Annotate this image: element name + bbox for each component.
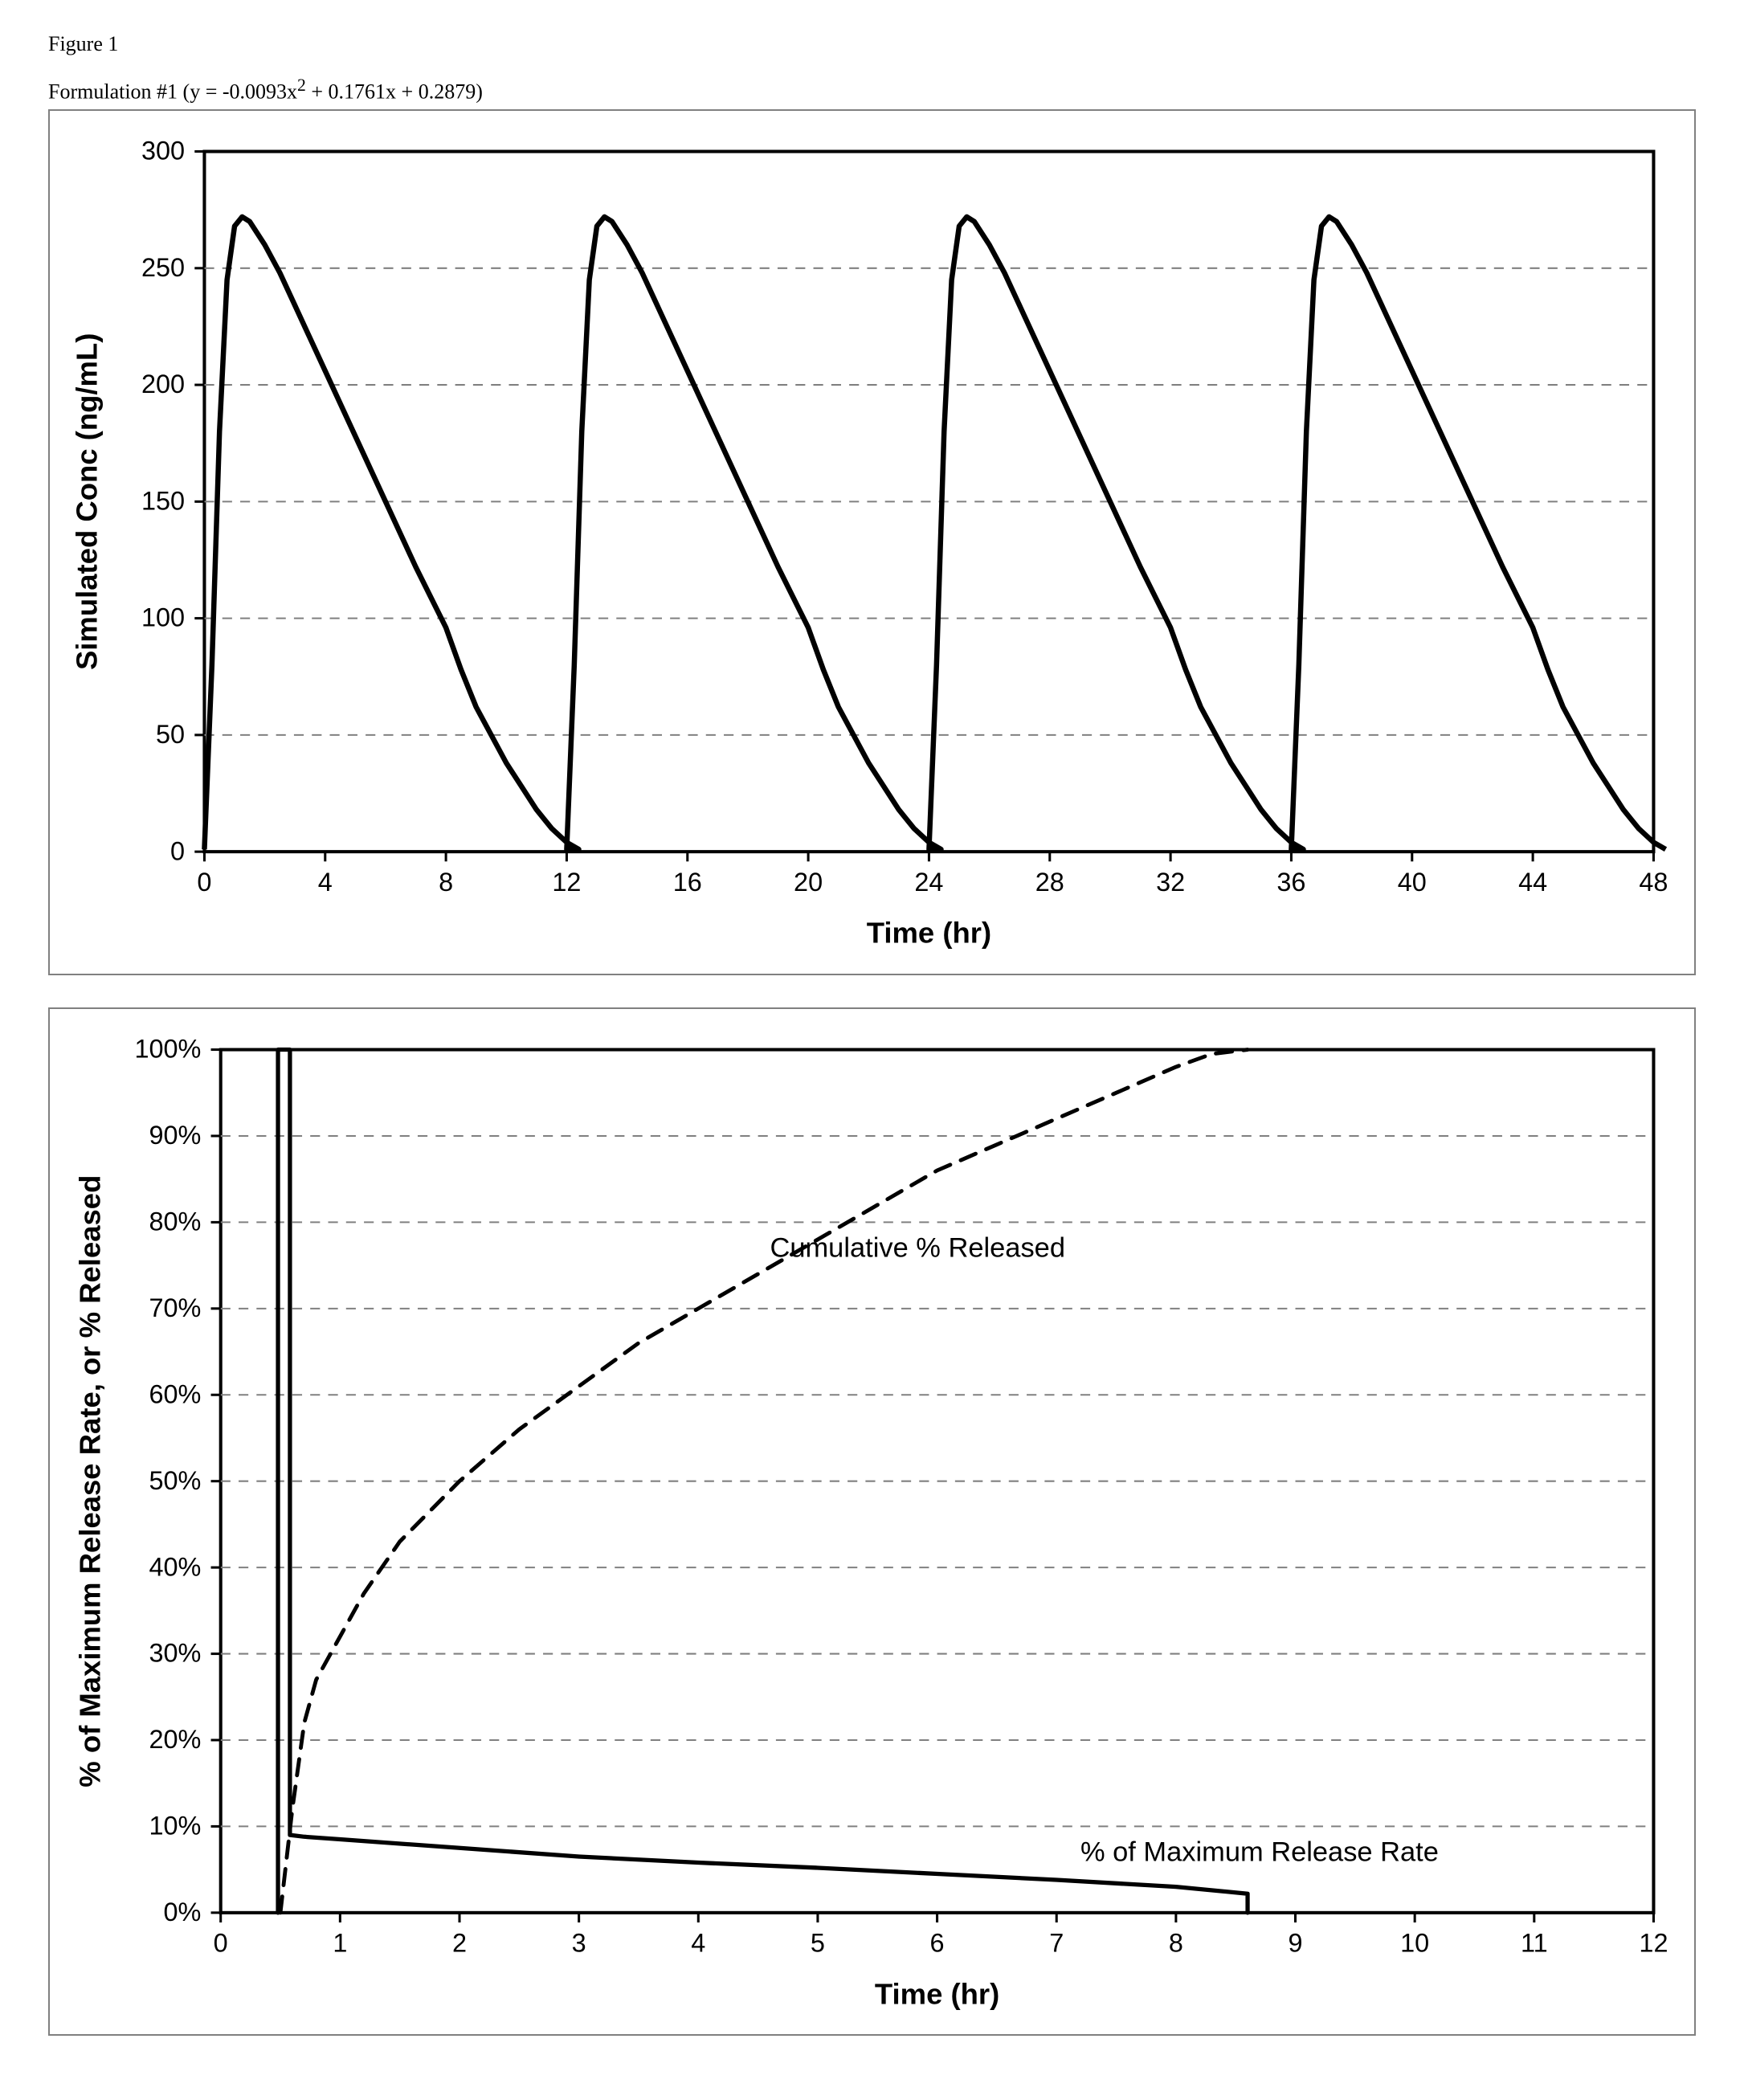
svg-text:12: 12: [552, 867, 581, 896]
figure-label: Figure 1: [48, 32, 1696, 56]
svg-text:0%: 0%: [164, 1898, 202, 1926]
svg-text:7: 7: [1049, 1928, 1064, 1957]
svg-text:0: 0: [170, 836, 185, 865]
svg-text:44: 44: [1518, 867, 1547, 896]
svg-text:60%: 60%: [149, 1379, 201, 1408]
svg-text:20%: 20%: [149, 1725, 201, 1754]
svg-text:8: 8: [1169, 1928, 1183, 1957]
subtitle-suffix: + 0.1761x + 0.2879): [306, 80, 483, 104]
svg-text:12: 12: [1639, 1928, 1668, 1957]
svg-text:10: 10: [1400, 1928, 1429, 1957]
svg-text:70%: 70%: [149, 1293, 201, 1322]
svg-text:8: 8: [439, 867, 453, 896]
svg-text:40: 40: [1398, 867, 1427, 896]
subtitle-superscript: 2: [297, 76, 306, 95]
svg-text:50: 50: [156, 720, 185, 749]
svg-text:150: 150: [141, 486, 185, 515]
svg-text:16: 16: [673, 867, 702, 896]
chart1-frame: 0501001502002503000481216202428323640444…: [48, 109, 1696, 975]
svg-text:10%: 10%: [149, 1811, 201, 1840]
svg-text:36: 36: [1276, 867, 1305, 896]
svg-text:0: 0: [214, 1928, 228, 1957]
svg-text:80%: 80%: [149, 1207, 201, 1236]
svg-text:9: 9: [1288, 1928, 1302, 1957]
svg-text:Cumulative % Released: Cumulative % Released: [770, 1232, 1065, 1263]
svg-text:100: 100: [141, 603, 185, 631]
svg-text:11: 11: [1521, 1928, 1548, 1957]
svg-text:28: 28: [1035, 867, 1064, 896]
svg-text:% of Maximum Release Rate: % of Maximum Release Rate: [1080, 1836, 1439, 1867]
svg-text:Time (hr): Time (hr): [867, 916, 991, 949]
svg-text:0: 0: [197, 867, 211, 896]
svg-text:250: 250: [141, 253, 185, 282]
svg-text:4: 4: [318, 867, 333, 896]
svg-text:300: 300: [141, 136, 185, 165]
svg-text:40%: 40%: [149, 1552, 201, 1581]
svg-text:Simulated Conc (ng/mL): Simulated Conc (ng/mL): [71, 333, 104, 669]
formulation-subtitle: Formulation #1 (y = -0.0093x2 + 0.1761x …: [48, 76, 1696, 104]
svg-text:5: 5: [811, 1928, 825, 1957]
svg-text:% of Maximum Release Rate, or: % of Maximum Release Rate, or % Released: [74, 1175, 107, 1787]
svg-text:1: 1: [333, 1928, 347, 1957]
svg-text:48: 48: [1639, 867, 1668, 896]
svg-text:50%: 50%: [149, 1466, 201, 1495]
svg-text:4: 4: [691, 1928, 705, 1957]
svg-text:200: 200: [141, 370, 185, 398]
svg-text:Time (hr): Time (hr): [875, 1977, 999, 2010]
chart2-frame: 0%10%20%30%40%50%60%70%80%90%100%0123456…: [48, 1007, 1696, 2037]
svg-text:90%: 90%: [149, 1121, 201, 1150]
svg-text:100%: 100%: [134, 1034, 201, 1063]
subtitle-prefix: Formulation #1 (y = -0.0093x: [48, 80, 297, 104]
chart1-plot-area: 0501001502002503000481216202428323640444…: [58, 119, 1686, 966]
svg-text:20: 20: [794, 867, 823, 896]
chart2-plot-area: 0%10%20%30%40%50%60%70%80%90%100%0123456…: [58, 1017, 1686, 2027]
svg-text:32: 32: [1156, 867, 1185, 896]
svg-text:30%: 30%: [149, 1638, 201, 1667]
svg-text:24: 24: [914, 867, 943, 896]
svg-text:3: 3: [572, 1928, 586, 1957]
svg-text:2: 2: [452, 1928, 467, 1957]
svg-text:6: 6: [930, 1928, 945, 1957]
